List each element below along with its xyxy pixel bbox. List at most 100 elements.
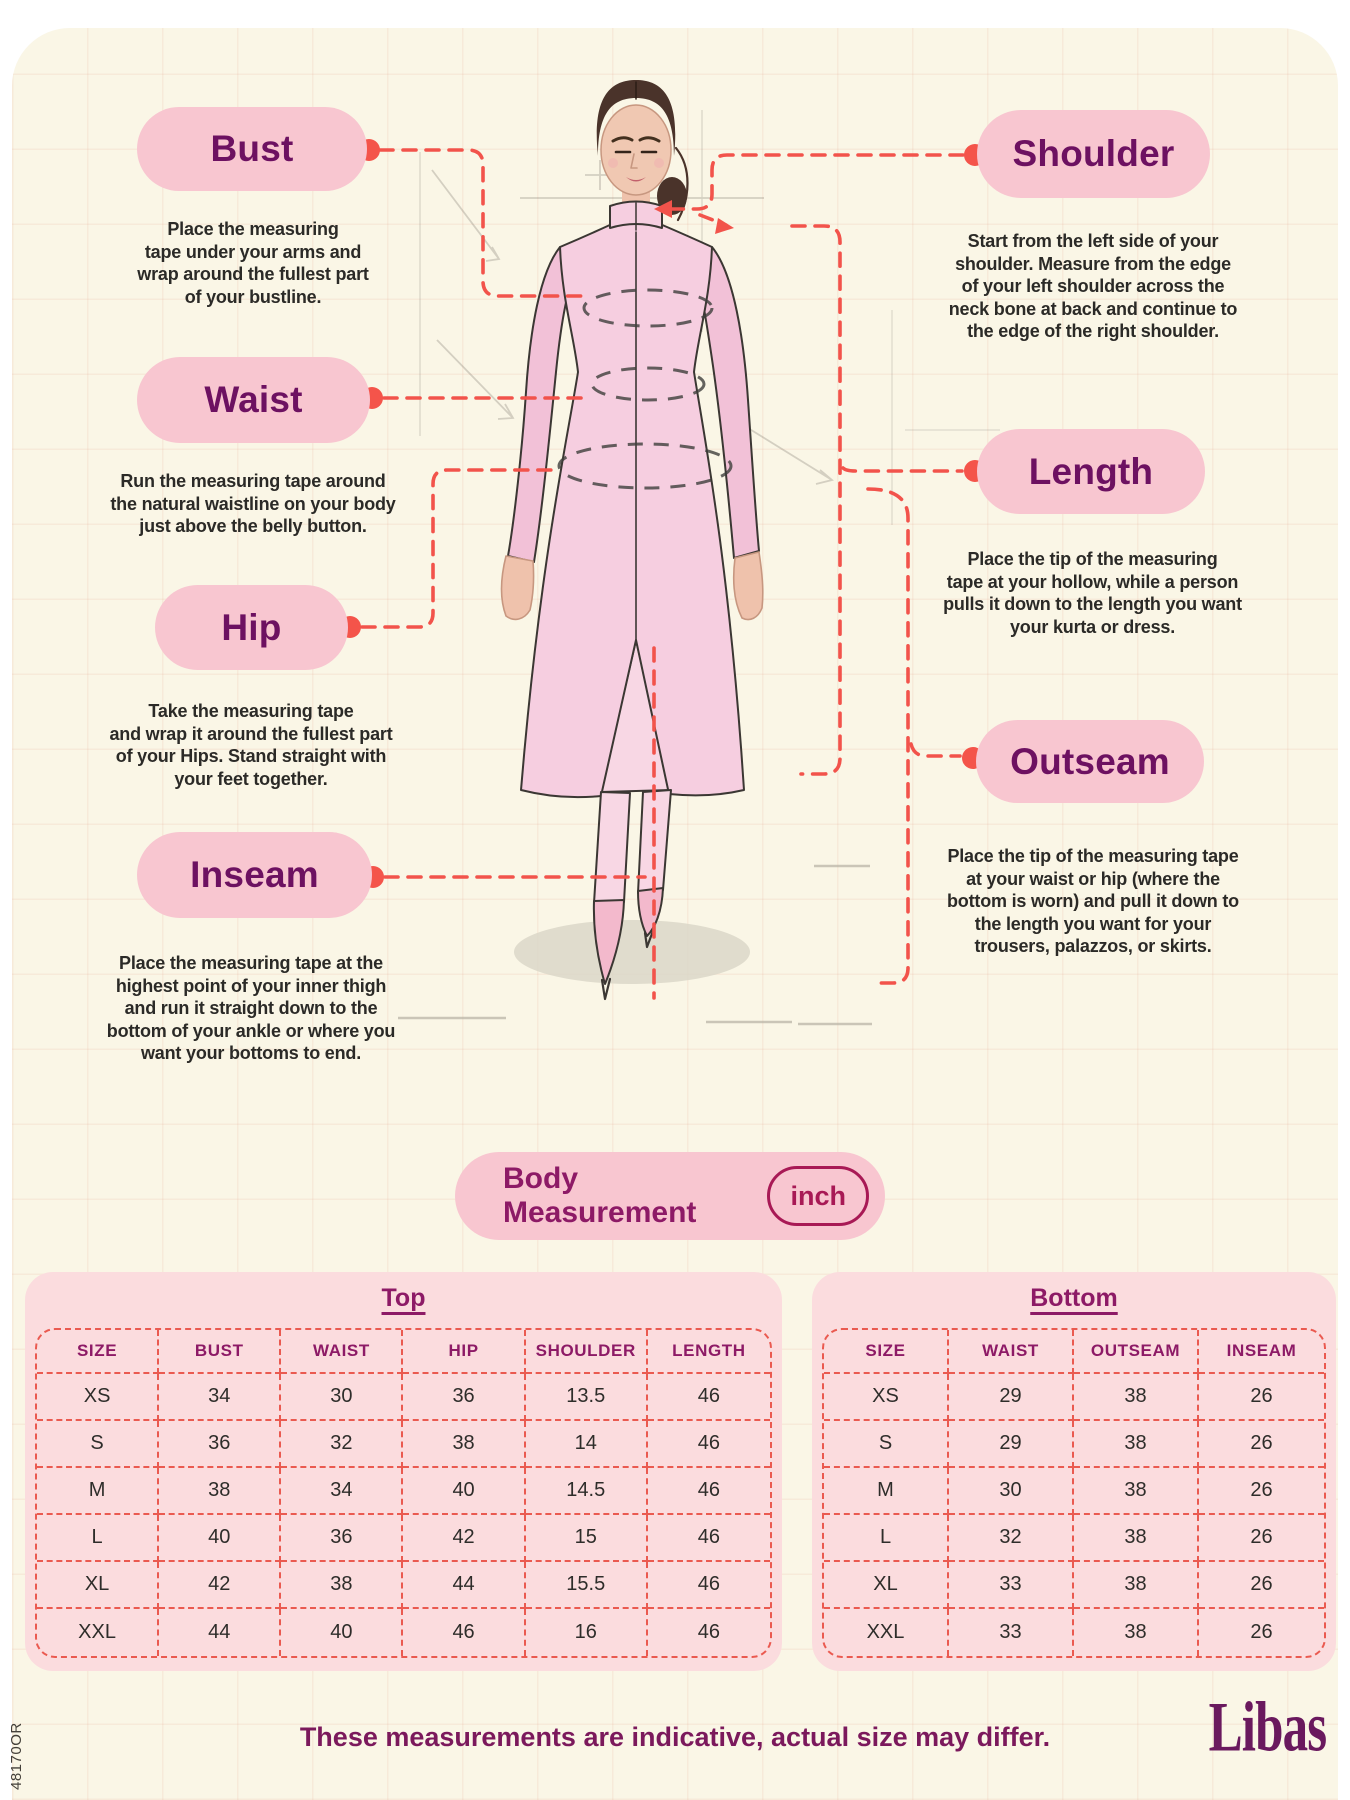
- value-cell: 42: [403, 1515, 526, 1562]
- column-header: INSEAM: [1199, 1330, 1324, 1374]
- measure-description-outseam: Place the tip of the measuring tape at y…: [947, 846, 1239, 956]
- inseam-label: Inseam: [190, 854, 319, 895]
- value-cell: 38: [1074, 1562, 1199, 1609]
- value-cell: 44: [403, 1562, 526, 1609]
- value-cell: 29: [949, 1421, 1074, 1468]
- measure-label-inseam: Inseam: [137, 832, 372, 918]
- value-cell: 38: [1074, 1609, 1199, 1656]
- measure-label-hip: Hip: [155, 585, 348, 670]
- body-measurement-label: Body Measurement: [503, 1162, 697, 1229]
- value-cell: 26: [1199, 1562, 1324, 1609]
- value-cell: 38: [1074, 1515, 1199, 1562]
- value-cell: 38: [1074, 1468, 1199, 1515]
- value-cell: 34: [281, 1468, 404, 1515]
- measure-label-shoulder: Shoulder: [977, 110, 1210, 198]
- table-title-top: Top: [381, 1284, 426, 1312]
- value-cell: 32: [281, 1421, 404, 1468]
- size-cell: M: [824, 1468, 949, 1515]
- value-cell: 14.5: [525, 1468, 648, 1515]
- body-measurement-pill: Body Measurement inch: [455, 1152, 885, 1240]
- value-cell: 46: [647, 1468, 770, 1515]
- column-header: HIP: [403, 1330, 526, 1374]
- shoulder-label: Shoulder: [1012, 133, 1175, 174]
- measure-description-shoulder: Start from the left side of your shoulde…: [948, 231, 1238, 341]
- size-cell: L: [37, 1515, 160, 1562]
- waist-label: Waist: [204, 379, 303, 420]
- value-cell: 26: [1199, 1515, 1324, 1562]
- value-cell: 46: [647, 1562, 770, 1609]
- value-cell: 26: [1199, 1421, 1324, 1468]
- value-cell: 46: [647, 1421, 770, 1468]
- size-cell: XXL: [824, 1609, 949, 1656]
- value-cell: 40: [159, 1515, 282, 1562]
- measure-description-length: Place the tip of the measuring tape at y…: [943, 549, 1242, 637]
- value-cell: 16: [526, 1609, 648, 1656]
- side-code: 48170OR: [8, 1722, 25, 1790]
- table-title-bottom: Bottom: [1030, 1284, 1118, 1312]
- value-cell: 34: [159, 1374, 282, 1421]
- measure-description-hip: Take the measuring tape and wrap it arou…: [109, 701, 393, 789]
- column-header: SIZE: [37, 1330, 160, 1374]
- value-cell: 26: [1250, 1621, 1273, 1643]
- value-cell: 40: [281, 1609, 404, 1656]
- size-cell: M: [37, 1468, 160, 1515]
- measure-description-inseam: Place the measuring tape at the highest …: [106, 953, 396, 1063]
- value-cell: 15: [525, 1515, 648, 1562]
- size-cell: XL: [37, 1562, 160, 1609]
- size-cell: S: [824, 1421, 949, 1468]
- outseam-label: Outseam: [1010, 740, 1170, 782]
- column-header: SHOULDER: [525, 1330, 648, 1374]
- size-cell: XS: [824, 1374, 949, 1421]
- value-cell: 38: [403, 1421, 526, 1468]
- value-cell: 32: [949, 1515, 1074, 1562]
- value-cell: 13.5: [525, 1374, 648, 1421]
- value-cell: 33: [949, 1562, 1074, 1609]
- value-cell: 33: [949, 1609, 1074, 1656]
- size-cell: L: [824, 1515, 949, 1562]
- column-header: WAIST: [281, 1330, 404, 1374]
- value-cell: 46: [697, 1621, 721, 1643]
- value-cell: 38: [159, 1468, 282, 1515]
- measure-description-bust: Place the measuring tape under your arms…: [137, 219, 369, 307]
- value-cell: 46: [647, 1374, 770, 1421]
- value-cell: 36: [281, 1515, 404, 1562]
- column-header: OUTSEAM: [1074, 1330, 1199, 1374]
- measure-label-outseam: Outseam: [976, 720, 1204, 803]
- value-cell: 14: [525, 1421, 648, 1468]
- value-cell: 44: [159, 1609, 282, 1656]
- hip-label: Hip: [221, 606, 282, 648]
- size-cell: XS: [37, 1374, 160, 1421]
- value-cell: 38: [281, 1562, 404, 1609]
- size-table-bottom: SIZE WAIST OUTSEAM INSEAM XS 29 38 26 S 29 38 26 M 30…: [822, 1328, 1326, 1658]
- size-cell: XL: [824, 1562, 949, 1609]
- length-label: Length: [1028, 450, 1154, 492]
- value-cell: 46: [403, 1609, 526, 1656]
- value-cell: 38: [1074, 1374, 1199, 1421]
- column-header: BUST: [159, 1330, 282, 1374]
- value-cell: 30: [281, 1374, 404, 1421]
- column-header: LENGTH: [647, 1330, 770, 1374]
- bust-label: Bust: [210, 128, 294, 169]
- value-cell: 30: [949, 1468, 1074, 1515]
- size-table-top: SIZE BUST WAIST HIP SHOULDER LENGTH XS 34 30 36 13…: [35, 1328, 772, 1658]
- size-table-card-bottom: Bottom SIZE WAIST OUTSEAM INSEAM XS 29 38 26 S 29…: [812, 1272, 1336, 1671]
- column-header: SIZE: [824, 1330, 949, 1374]
- value-cell: 40: [403, 1468, 526, 1515]
- size-cell: XXL: [37, 1609, 160, 1656]
- value-cell: 26: [1199, 1468, 1324, 1515]
- measure-description-waist: Run the measuring tape around the natura…: [110, 471, 396, 536]
- brand-logo: Libas: [1208, 1687, 1327, 1767]
- unit-chip[interactable]: inch: [767, 1166, 869, 1226]
- size-cell: S: [37, 1421, 160, 1468]
- value-cell: 42: [159, 1562, 282, 1609]
- value-cell: 29: [949, 1374, 1074, 1421]
- column-header: WAIST: [949, 1330, 1074, 1374]
- value-cell: 36: [159, 1421, 282, 1468]
- measure-label-waist: Waist: [137, 357, 370, 443]
- size-table-card-top: Top SIZE BUST WAIST HIP SHOULDER LENGTH XS 34 30…: [25, 1272, 782, 1671]
- measure-label-length: Length: [977, 429, 1205, 514]
- value-cell: 38: [1074, 1421, 1199, 1468]
- measure-label-bust: Bust: [137, 107, 367, 191]
- value-cell: 26: [1199, 1374, 1324, 1421]
